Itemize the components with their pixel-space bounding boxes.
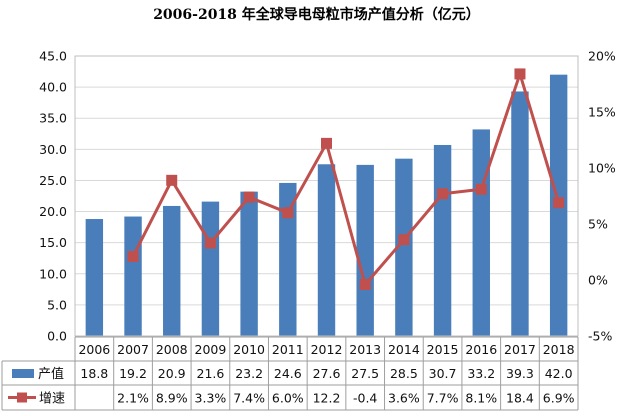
growth-marker [398, 234, 410, 246]
growth-marker [204, 237, 216, 249]
growth-marker [475, 183, 487, 195]
table-cell-growth: 7.4% [233, 391, 265, 406]
table-cell-growth: 3.6% [388, 391, 420, 406]
growth-marker [321, 137, 332, 149]
plot-frame [74, 55, 579, 337]
x-tick-label: 2006 [78, 342, 110, 357]
table-cell-growth: 18.4 [506, 391, 534, 406]
x-tick-label: 2016 [465, 342, 497, 357]
x-tick-label: 2014 [388, 342, 420, 357]
x-tick-label: 2009 [195, 342, 227, 357]
y-left-tick-label: 35.0 [39, 111, 67, 126]
chart-title: 2006-2018 年全球导电母粒市场产值分析（亿元） [153, 7, 480, 23]
table-cell-output: 18.8 [80, 366, 108, 381]
y-left-tick-label: 40.0 [39, 80, 67, 95]
y-left-tick-label: 25.0 [39, 173, 67, 188]
table-cell-output: 27.5 [351, 366, 379, 381]
y-right-tick-label: -5% [588, 329, 612, 344]
bar-output [163, 205, 181, 336]
table-cell-growth: -0.4 [353, 391, 377, 406]
bar-output [472, 129, 490, 336]
bar-output [433, 144, 452, 336]
bar-output [201, 201, 220, 336]
legend-swatch-output [12, 369, 34, 378]
x-tick-label: 2013 [349, 342, 381, 357]
legend-label-growth: 增速 [39, 392, 65, 407]
growth-line [131, 72, 561, 286]
y-left-tick-label: 5.0 [47, 297, 67, 312]
table-cell-output: 20.9 [158, 366, 186, 381]
bar-output [317, 164, 336, 336]
table-cell-output: 23.2 [235, 366, 263, 381]
bar-output [395, 158, 413, 336]
bar-output [240, 191, 258, 336]
data-table: 2006 2007 2008 2009 2010 2011 2012 2013 2014 2015… [1, 336, 579, 411]
y-left-tick-label: 0.0 [47, 329, 67, 344]
growth-marker [359, 278, 371, 290]
table-cell-growth: 7.7% [427, 391, 459, 406]
growth-marker [437, 188, 449, 200]
bar-output [85, 219, 104, 336]
table-cell-output: 27.6 [313, 366, 341, 381]
bar-output [511, 91, 529, 336]
y-left-tick-label: 10.0 [39, 266, 67, 281]
y-right-tick-label: 0% [588, 273, 608, 288]
y-right-tick-label: 20% [588, 49, 616, 64]
table-cell-output: 30.7 [429, 366, 457, 381]
table-cell-growth: 8.1% [465, 391, 497, 406]
x-tick-label: 2018 [543, 342, 575, 357]
y-right-tick-label: 5% [588, 217, 608, 232]
x-tick-label: 2017 [504, 342, 536, 357]
table-cell-output: 21.6 [197, 366, 225, 381]
y-right-tick-label: 10% [588, 161, 616, 176]
bar-output [279, 182, 297, 336]
bars-output [85, 74, 568, 337]
table-cell-output: 39.3 [506, 366, 534, 381]
line-growth [127, 68, 565, 290]
table-cell-output: 28.5 [390, 366, 418, 381]
legend-swatch-growth-marker [17, 392, 27, 403]
table-cell-growth: 6.9% [543, 391, 575, 406]
growth-marker [127, 250, 139, 262]
table-cell-growth: 3.3% [195, 391, 227, 406]
table-cell-growth: 8.9% [156, 391, 188, 406]
growth-marker [514, 68, 526, 80]
table-cell-output: 19.2 [119, 366, 147, 381]
y-left-tick-label: 30.0 [39, 142, 67, 157]
x-tick-label: 2008 [156, 342, 188, 357]
growth-marker [553, 197, 565, 209]
x-tick-label: 2011 [272, 342, 304, 357]
table-cell-output: 24.6 [274, 366, 302, 381]
y-left-tick-label: 45.0 [39, 49, 67, 64]
x-tick-label: 2012 [311, 342, 343, 357]
table-cell-output: 33.2 [467, 366, 495, 381]
axes: 0.0 5.0 10.0 15.0 20.0 25.0 30.0 35.0 40.0 45.0 -5… [39, 49, 616, 344]
table-cell-growth: 2.1% [117, 391, 149, 406]
y-right-tick-label: 15% [588, 105, 616, 120]
table-cell-output: 42.0 [545, 366, 573, 381]
table-cell-growth: 6.0% [272, 391, 304, 406]
x-tick-label: 2007 [117, 342, 149, 357]
growth-marker [282, 207, 294, 219]
x-tick-label: 2010 [233, 342, 265, 357]
table-cell-growth: 12.2 [313, 391, 341, 406]
legend-label-output: 产值 [38, 366, 64, 382]
bar-output [356, 164, 374, 336]
bar-output [124, 216, 142, 336]
growth-marker [243, 191, 255, 203]
y-left-tick-label: 15.0 [39, 235, 67, 250]
x-tick-label: 2015 [427, 342, 459, 357]
y-left-tick-label: 20.0 [39, 204, 67, 219]
growth-marker [166, 174, 178, 186]
